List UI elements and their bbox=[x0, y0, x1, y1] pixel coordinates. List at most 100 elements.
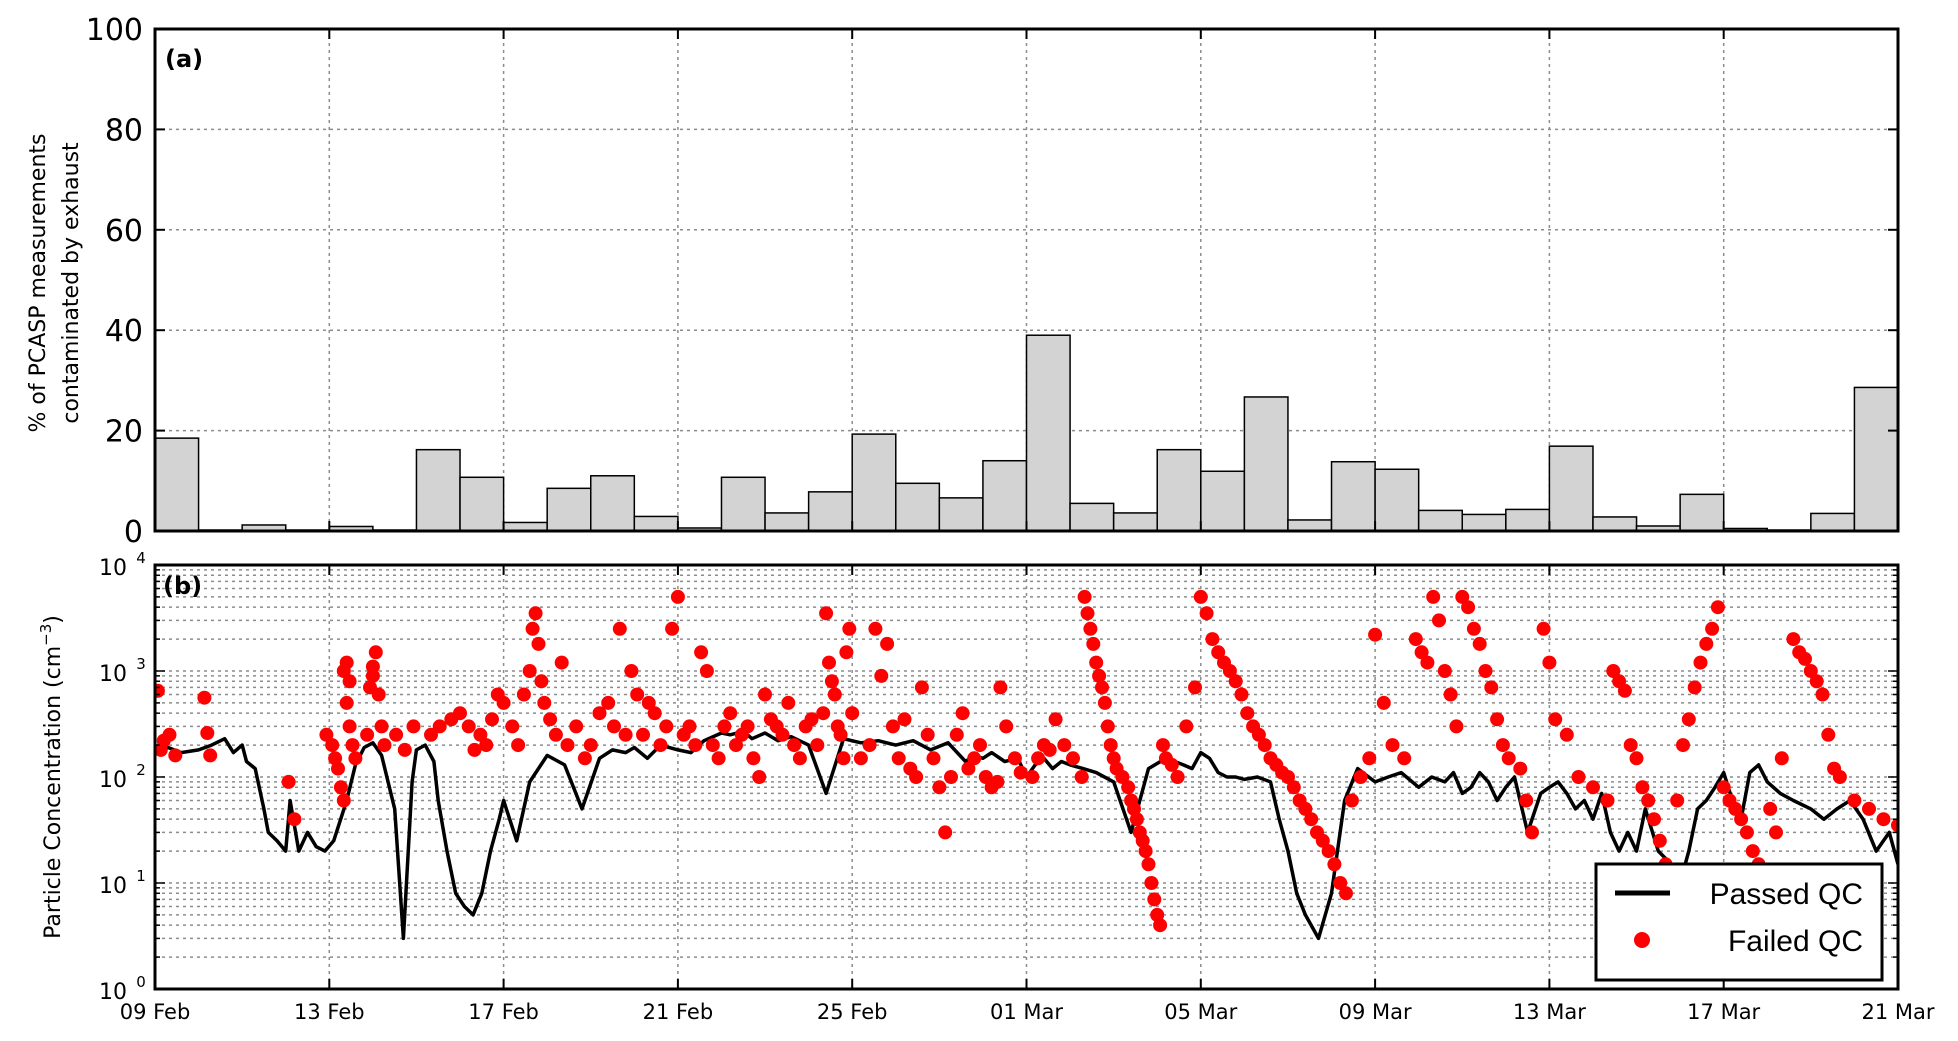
failed-qc-point bbox=[1414, 645, 1429, 660]
failed-qc-point bbox=[592, 706, 607, 721]
failed-qc-point bbox=[999, 719, 1014, 734]
failed-qc-point bbox=[1763, 801, 1778, 816]
failed-qc-point bbox=[647, 706, 662, 721]
failed-qc-point bbox=[1121, 780, 1136, 795]
failed-qc-point bbox=[775, 727, 790, 742]
failed-qc-point bbox=[534, 674, 549, 689]
failed-qc-point bbox=[880, 636, 895, 651]
failed-qc-point bbox=[944, 770, 958, 784]
failed-qc-point bbox=[1501, 751, 1516, 766]
failed-qc-point bbox=[1397, 751, 1412, 766]
failed-qc-point bbox=[1188, 680, 1202, 695]
failed-qc-point bbox=[1066, 751, 1080, 766]
failed-qc-point bbox=[331, 761, 345, 776]
panel-b-y-tick-base: 10 bbox=[99, 874, 127, 899]
panel-b-x-tick-label: 17 Feb bbox=[468, 1000, 539, 1024]
failed-qc-point bbox=[168, 748, 183, 763]
bar-20-mar bbox=[1853, 386, 1899, 532]
panel-a-y-tick-label: 60 bbox=[105, 214, 143, 249]
failed-qc-point bbox=[1699, 636, 1714, 651]
failed-qc-point bbox=[717, 719, 732, 734]
failed-qc-point bbox=[885, 719, 900, 734]
failed-qc-point bbox=[432, 719, 447, 734]
failed-qc-point bbox=[1138, 844, 1153, 859]
failed-qc-point bbox=[1042, 742, 1057, 757]
panel-b-y-tick-exp: 0 bbox=[136, 973, 146, 991]
failed-qc-point bbox=[1240, 706, 1255, 721]
failed-qc-point bbox=[1623, 738, 1638, 753]
failed-qc-point bbox=[1115, 770, 1130, 784]
failed-qc-point bbox=[1432, 613, 1446, 628]
panel-b-y-tick-exp: 2 bbox=[136, 761, 146, 779]
failed-qc-point bbox=[1080, 606, 1095, 621]
failed-qc-point bbox=[1600, 793, 1615, 808]
bar-08-mar bbox=[1330, 460, 1376, 532]
bar-19-feb bbox=[590, 475, 636, 532]
panel-a-y-ticks: 0 20 40 60 80 100 bbox=[86, 13, 1898, 550]
failed-qc-point bbox=[1478, 664, 1493, 678]
failed-qc-point bbox=[688, 738, 703, 753]
panel-a-y-tick-label: 80 bbox=[105, 113, 143, 148]
failed-qc-point bbox=[389, 727, 404, 742]
failed-qc-point bbox=[1025, 770, 1040, 784]
failed-qc-point bbox=[1013, 765, 1028, 780]
failed-qc-point bbox=[920, 727, 935, 742]
failed-qc-point bbox=[653, 738, 668, 753]
panel-b-x-tick-label: 13 Mar bbox=[1513, 1000, 1586, 1024]
failed-qc-point bbox=[1647, 812, 1661, 827]
panel-b-y-ticks: 10 0 10 1 10 2 10 3 10 4 bbox=[99, 549, 1898, 1005]
failed-qc-point bbox=[670, 589, 685, 604]
failed-qc-point bbox=[1103, 738, 1118, 753]
panel-b-x-tick-label: 21 Mar bbox=[1861, 1000, 1934, 1024]
failed-qc-point bbox=[473, 727, 488, 742]
failed-qc-point bbox=[1083, 621, 1098, 636]
panel-a-y-tick-label: 0 bbox=[124, 515, 143, 550]
panel-b-y-title-main: Particle Concentration (cm bbox=[41, 646, 66, 939]
failed-qc-point bbox=[528, 606, 543, 621]
failed-qc-point bbox=[1832, 770, 1847, 784]
failed-qc-point bbox=[842, 621, 857, 636]
failed-qc-point bbox=[1007, 751, 1022, 766]
panel-a-bar-chart: 0 20 40 60 80 100 (a) % of PCASP measurements… bbox=[26, 13, 1900, 550]
bar-11-mar bbox=[1461, 513, 1507, 532]
failed-qc-point bbox=[1362, 751, 1377, 766]
failed-qc-point bbox=[1641, 793, 1656, 808]
failed-qc-point bbox=[577, 751, 592, 766]
failed-qc-point bbox=[1670, 793, 1685, 808]
failed-qc-point bbox=[729, 738, 743, 753]
failed-qc-point bbox=[1385, 738, 1400, 753]
failed-qc-point bbox=[339, 655, 354, 670]
failed-qc-point bbox=[1803, 664, 1818, 678]
failed-qc-point bbox=[891, 751, 906, 766]
bar-05-mar bbox=[1200, 470, 1246, 532]
failed-qc-point bbox=[781, 695, 796, 710]
panel-b-y-tick-base: 10 bbox=[99, 768, 127, 793]
failed-qc-point bbox=[1141, 857, 1156, 872]
failed-qc-point bbox=[348, 751, 363, 766]
failed-qc-point bbox=[281, 774, 296, 789]
failed-qc-point bbox=[1089, 655, 1104, 670]
failed-qc-point bbox=[1461, 600, 1476, 615]
failed-qc-point bbox=[342, 719, 357, 734]
failed-qc-point bbox=[1211, 645, 1226, 660]
failed-qc-point bbox=[1455, 589, 1470, 604]
failed-qc-point bbox=[1129, 812, 1144, 827]
failed-qc-point bbox=[461, 719, 476, 734]
failed-qc-point bbox=[909, 770, 924, 784]
failed-qc-point bbox=[1693, 655, 1708, 670]
failed-qc-point bbox=[1728, 801, 1743, 816]
failed-qc-point bbox=[824, 674, 839, 689]
failed-qc-point bbox=[1077, 589, 1092, 604]
failed-qc-point bbox=[537, 695, 552, 710]
bar-26-feb bbox=[895, 482, 941, 532]
failed-qc-point bbox=[665, 621, 680, 636]
failed-qc-point bbox=[694, 645, 709, 660]
bar-22-feb bbox=[720, 476, 766, 532]
failed-qc-point bbox=[1228, 674, 1243, 689]
failed-qc-point bbox=[1420, 655, 1435, 670]
failed-qc-point bbox=[1368, 627, 1383, 642]
failed-qc-point bbox=[1815, 687, 1830, 702]
legend-failed-qc-label: Failed QC bbox=[1728, 925, 1863, 958]
panel-b-y-tick-base: 10 bbox=[99, 662, 127, 687]
failed-qc-point bbox=[1251, 727, 1266, 742]
